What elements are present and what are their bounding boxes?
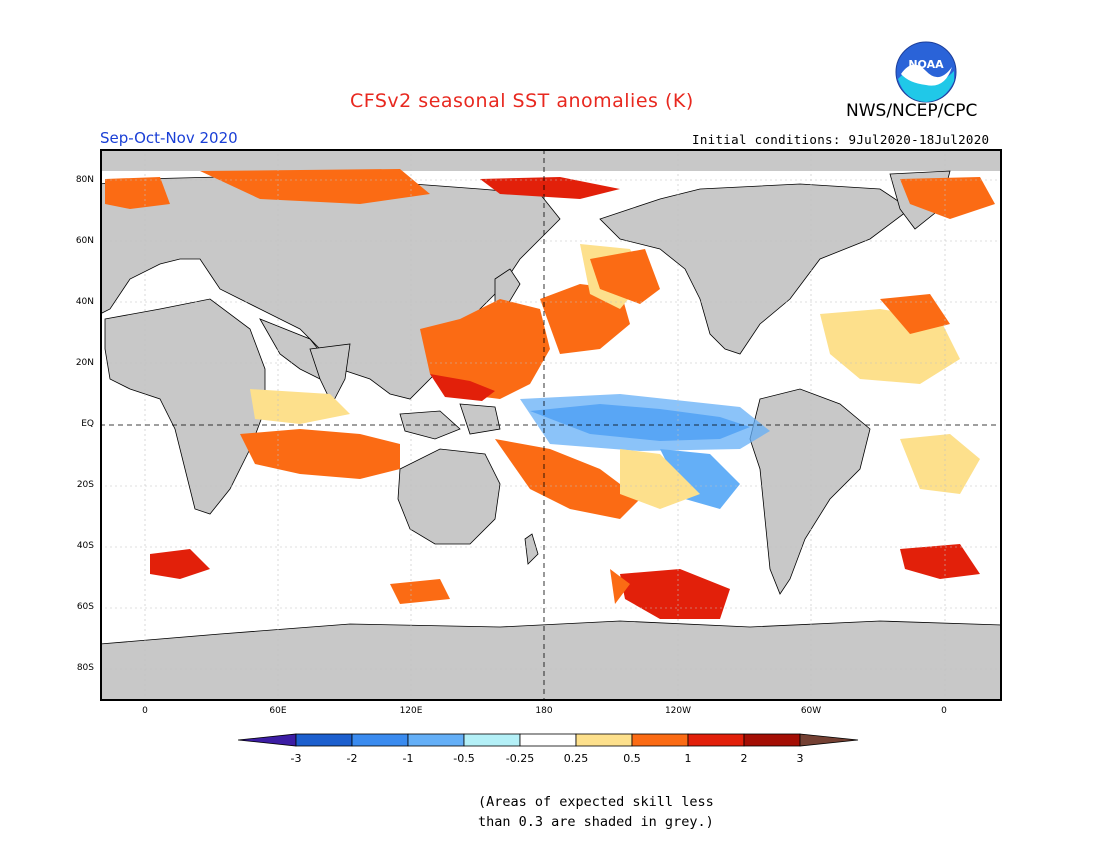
colorbar-tick-label: 0.5 (623, 752, 641, 765)
lat-label-40n: 40N (75, 297, 94, 307)
colorbar-tick-label: -2 (346, 752, 358, 765)
antarctica (100, 620, 1002, 701)
colorbar-tick-label: 0.25 (563, 752, 589, 765)
season-label: Sep-Oct-Nov 2020 (100, 129, 238, 147)
colorbar-tick-label: -1 (402, 752, 414, 765)
map-title: CFSv2 seasonal SST anomalies (K) (350, 90, 694, 112)
hot-south-atlantic (900, 544, 980, 579)
india (309, 343, 351, 405)
colorbar-tick-label: 1 (684, 752, 692, 765)
mild-indian-ocean (250, 389, 350, 424)
warm-north-atlantic (880, 294, 950, 334)
lon-label-120w: 120W (664, 706, 692, 716)
lon-label-60w: 60W (800, 706, 822, 716)
lon-label-0-west: 0 (142, 706, 148, 716)
lat-label-60n: 60N (75, 236, 94, 246)
lon-label-60e: 60E (269, 706, 287, 716)
warm-south-pacific-edge (610, 569, 630, 604)
indonesia (399, 410, 461, 440)
new-guinea (459, 403, 501, 435)
colorbar-segment (295, 733, 353, 747)
colorbar-segment (519, 733, 577, 747)
hot-maritime-continent (430, 374, 495, 401)
colorbar-segment (575, 733, 633, 747)
warm-barents (105, 177, 170, 209)
lon-label-0-east: 0 (941, 706, 947, 716)
skill-note-line-2: than 0.3 are shaded in grey.) (478, 814, 714, 830)
lat-label-80s: 80S (76, 663, 94, 673)
warm-south-of-australia (390, 579, 450, 604)
colorbar-segment-min (238, 733, 297, 747)
colorbar-tick-label: -0.5 (453, 752, 475, 765)
colorbar-segment-max (799, 733, 859, 747)
hot-arctic-siberia (480, 177, 620, 199)
skill-note-line-1: (Areas of expected skill less (478, 794, 714, 810)
map-frame (100, 149, 1002, 701)
lat-label-20s: 20S (76, 480, 94, 490)
lat-label-60s: 60S (76, 602, 94, 612)
colorbar (238, 733, 859, 747)
south-america (749, 388, 871, 595)
new-zealand (524, 533, 539, 565)
colorbar-segment (463, 733, 521, 747)
colorbar-segment (631, 733, 689, 747)
colorbar-segment (407, 733, 465, 747)
cold-tongue (520, 394, 770, 451)
colorbar-tick-label: -0.25 (505, 752, 535, 765)
warm-north-atlantic-arctic (900, 177, 995, 219)
initial-conditions-label: Initial conditions: 9Jul2020-18Jul2020 (692, 132, 990, 147)
colorbar-segment (743, 733, 801, 747)
warm-indian-ocean (240, 429, 400, 479)
mild-south-atlantic (900, 434, 980, 494)
agency-label: NWS/NCEP/CPC (846, 101, 978, 121)
colorbar-segment (351, 733, 409, 747)
colorbar-tick-label: -3 (290, 752, 302, 765)
anomaly-patches (105, 169, 995, 619)
lat-label-80n: 80N (75, 175, 94, 185)
australia (397, 448, 501, 545)
noaa-logo: NOAA (895, 41, 957, 103)
lat-label-40s: 40S (76, 541, 94, 551)
cold-southeast-pacific (660, 449, 740, 509)
warm-arctic-eurasia (200, 169, 430, 204)
land-masses (100, 170, 1002, 701)
colorbar-tick-label: 2 (740, 752, 748, 765)
lon-label-120e: 120E (399, 706, 423, 716)
africa (104, 298, 266, 515)
colorbar-segment (687, 733, 745, 747)
colorbar-tick-label: 3 (796, 752, 804, 765)
warm-ne-pacific (590, 249, 660, 304)
lat-label-20n: 20N (75, 358, 94, 368)
hot-south-indian (150, 549, 210, 579)
lon-label-180: 180 (535, 706, 553, 716)
sst-anomaly-map (100, 149, 1002, 701)
mild-south-pacific (620, 449, 700, 509)
skill-note: (Areas of expected skill less than 0.3 a… (478, 792, 714, 832)
lat-label-eq: EQ (81, 419, 94, 429)
warm-southwest-pacific (495, 439, 640, 519)
japan (494, 268, 521, 310)
noaa-logo-text: NOAA (908, 58, 944, 71)
hot-south-pacific (620, 569, 730, 619)
warm-west-pacific (420, 299, 550, 399)
arctic-mask (100, 149, 1002, 171)
